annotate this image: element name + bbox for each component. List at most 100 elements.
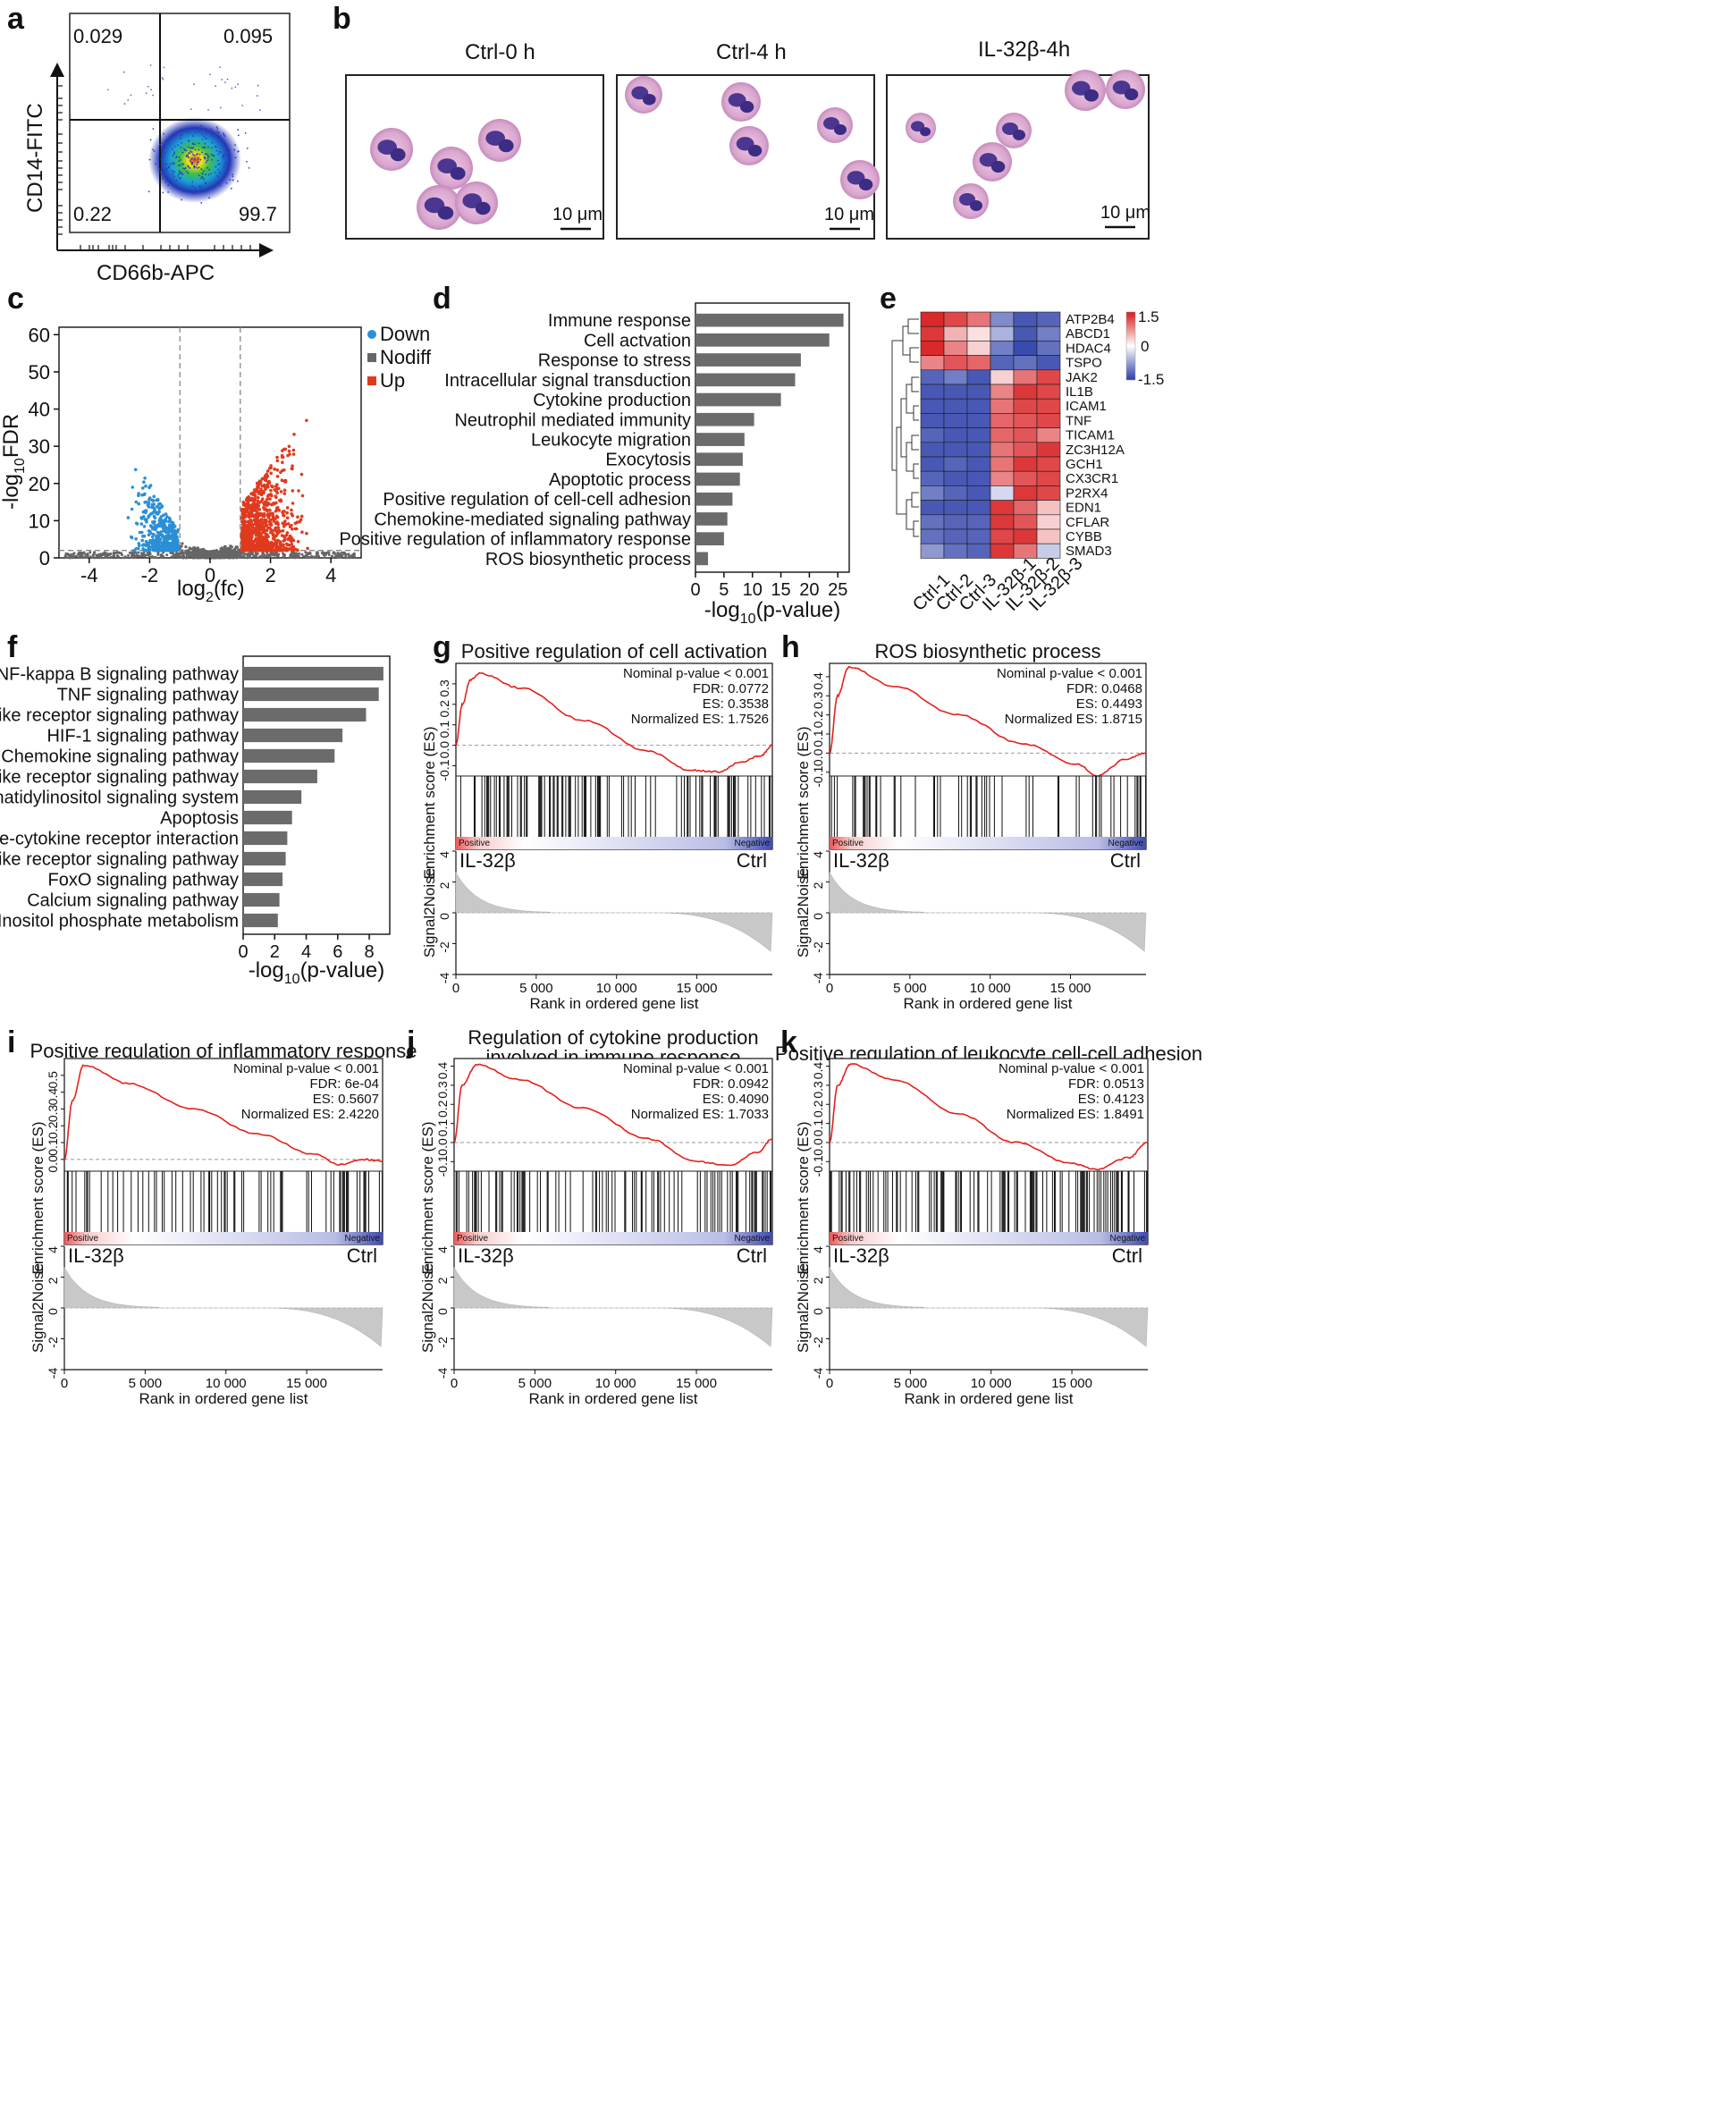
flow-event — [207, 146, 209, 148]
heatmap-cell — [966, 456, 991, 472]
flow-event — [196, 164, 198, 166]
gsea-group-right: Ctrl — [737, 849, 767, 872]
flow-event — [216, 128, 219, 131]
volcano-point-nodiff — [223, 552, 226, 555]
volcano-point-up — [296, 540, 300, 544]
flow-event — [197, 190, 199, 193]
volcano-point-down — [151, 532, 156, 536]
volcano-point-up — [279, 499, 283, 503]
flow-event — [175, 179, 178, 181]
heatmap-cell — [920, 456, 945, 472]
volcano-point-up — [290, 512, 294, 516]
flow-event — [178, 170, 181, 173]
volcano-point-down — [144, 544, 148, 548]
volcano-legend: Down Nodiff Up — [367, 323, 432, 392]
flow-event — [195, 165, 197, 168]
cell-nucleus-lobe — [1083, 89, 1099, 102]
gsea-sn-tick-label: 0 — [46, 1308, 60, 1315]
panel-i: i Positive regulation of inflammatory res… — [7, 1025, 417, 1407]
volcano-point-nodiff — [231, 552, 234, 555]
bar-category-label: Chemokine-mediated signaling pathway — [374, 510, 691, 529]
heatmap-cell — [920, 325, 945, 342]
volcano-point-nodiff — [265, 554, 268, 558]
volcano-point-up — [285, 510, 290, 515]
volcano-point-down — [130, 536, 134, 540]
heatmap-cell — [990, 456, 1015, 472]
bar — [243, 789, 302, 805]
heatmap-cell — [1013, 500, 1038, 516]
volcano-point-down — [140, 493, 144, 497]
gsea-title: Positive regulation of cell activation — [461, 640, 767, 662]
volcano-point-up — [248, 524, 252, 528]
volcano-point-down — [152, 499, 156, 502]
panel-label-b: b — [333, 2, 351, 36]
volcano-point-up — [249, 518, 253, 522]
volcano-point-down — [164, 512, 168, 516]
gsea-x-tick-label: 5 000 — [894, 1376, 928, 1391]
gsea-group-left: IL-32β — [68, 1244, 124, 1267]
volcano-point-up — [275, 483, 279, 486]
heatmap-cell — [990, 355, 1015, 371]
bar-category-label: Immune response — [548, 311, 691, 331]
flow-event — [248, 167, 250, 169]
volcano-point-up — [282, 521, 287, 525]
volcano-point-up — [287, 449, 291, 453]
bar — [243, 913, 278, 928]
flow-event — [173, 153, 175, 156]
gsea-sn-tick-label: -4 — [811, 973, 825, 984]
volcano-point-down — [141, 548, 146, 552]
gsea-es-tick-label: 0.0 — [811, 1138, 825, 1156]
bar-category-label: Cytokine production — [533, 391, 691, 410]
flow-event — [224, 162, 227, 164]
volcano-point-nodiff — [107, 553, 111, 556]
volcano-point-up — [293, 527, 298, 531]
heatmap-cell — [1036, 369, 1061, 385]
gsea-x-tick-label: 0 — [826, 1376, 833, 1391]
volcano-x-tick-label: -2 — [141, 564, 159, 586]
flow-event — [187, 172, 190, 174]
legend-down-dot — [367, 330, 376, 339]
flow-event — [215, 149, 218, 152]
volcano-point-nodiff — [140, 552, 143, 555]
flow-event — [201, 146, 204, 148]
volcano-point-up — [286, 522, 291, 526]
flow-x-arrow — [259, 243, 274, 257]
volcano-point-nodiff — [137, 551, 140, 554]
heatmap-cell — [920, 442, 945, 458]
scale-bar-label-3: 10 μm — [1100, 203, 1150, 223]
volcano-point-up — [275, 486, 279, 490]
flow-event — [216, 131, 218, 133]
flow-event — [183, 167, 186, 170]
flow-event — [228, 156, 231, 159]
flow-event — [163, 175, 165, 178]
flow-event — [181, 173, 184, 176]
volcano-point-up — [269, 471, 274, 476]
flow-event — [194, 148, 197, 151]
volcano-point-down — [156, 524, 159, 528]
volcano-point-up — [253, 488, 257, 492]
volcano-point-nodiff — [174, 553, 178, 557]
volcano-point-down — [155, 511, 159, 516]
gsea-stat: Nominal p-value < 0.001 — [623, 1061, 769, 1076]
heatmap-cell — [966, 384, 991, 400]
volcano-point-nodiff — [222, 555, 225, 559]
flow-event — [199, 158, 202, 161]
volcano-point-up — [300, 530, 304, 534]
flow-event — [183, 148, 185, 150]
flow-event — [187, 154, 190, 156]
volcano-point-nodiff — [127, 553, 130, 557]
volcano-point-up — [264, 478, 268, 482]
flow-event — [159, 171, 162, 173]
flow-event — [150, 89, 152, 91]
heatmap-dendrogram — [891, 318, 919, 537]
volcano-point-up — [273, 467, 277, 471]
gsea-sn-axis-label: Signal2Noise — [795, 868, 812, 957]
flow-y-arrow — [50, 63, 64, 77]
volcano-point-nodiff — [249, 553, 252, 557]
volcano-point-up — [266, 493, 271, 497]
volcano-point-up — [299, 472, 304, 477]
scale-bar-label-2: 10 μm — [824, 205, 874, 224]
bar-category-label: FoxO signaling pathway — [48, 871, 239, 890]
volcano-point-up — [264, 487, 267, 491]
